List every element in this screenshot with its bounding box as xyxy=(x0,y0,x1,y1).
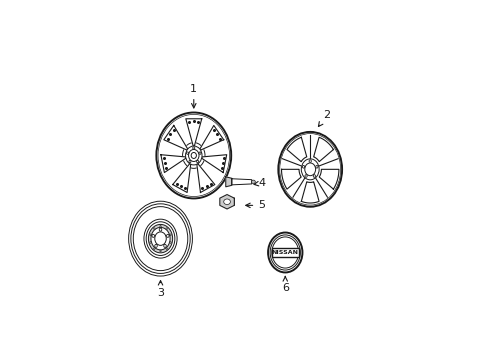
Ellipse shape xyxy=(154,244,157,247)
Ellipse shape xyxy=(199,152,201,154)
Ellipse shape xyxy=(158,114,229,197)
Polygon shape xyxy=(172,164,190,193)
Text: 6: 6 xyxy=(281,276,288,293)
Polygon shape xyxy=(319,169,338,189)
Ellipse shape xyxy=(267,233,302,273)
Ellipse shape xyxy=(128,201,192,276)
Polygon shape xyxy=(281,169,301,189)
Ellipse shape xyxy=(160,225,161,227)
Ellipse shape xyxy=(308,160,311,162)
Ellipse shape xyxy=(302,166,304,168)
Ellipse shape xyxy=(156,112,231,198)
Ellipse shape xyxy=(185,146,202,165)
Ellipse shape xyxy=(149,242,151,243)
Ellipse shape xyxy=(224,199,230,204)
Ellipse shape xyxy=(191,152,196,158)
Ellipse shape xyxy=(155,232,166,246)
Ellipse shape xyxy=(279,134,340,205)
Ellipse shape xyxy=(131,204,190,274)
Polygon shape xyxy=(231,179,251,185)
Ellipse shape xyxy=(196,160,198,163)
Polygon shape xyxy=(163,125,187,150)
Polygon shape xyxy=(161,155,185,172)
Ellipse shape xyxy=(315,166,317,168)
Ellipse shape xyxy=(169,234,171,236)
Ellipse shape xyxy=(166,234,169,237)
Ellipse shape xyxy=(152,234,154,237)
Ellipse shape xyxy=(278,132,342,207)
Ellipse shape xyxy=(159,228,162,231)
Polygon shape xyxy=(286,137,306,162)
Polygon shape xyxy=(185,119,202,146)
Polygon shape xyxy=(201,155,226,172)
Ellipse shape xyxy=(169,242,171,243)
Ellipse shape xyxy=(188,149,199,162)
Ellipse shape xyxy=(149,234,151,236)
Ellipse shape xyxy=(133,207,187,271)
Text: 5: 5 xyxy=(245,201,264,210)
Polygon shape xyxy=(197,164,214,193)
Ellipse shape xyxy=(313,175,315,177)
Ellipse shape xyxy=(160,250,161,252)
Text: 4: 4 xyxy=(254,178,264,188)
Ellipse shape xyxy=(146,222,175,256)
Polygon shape xyxy=(200,125,224,150)
Ellipse shape xyxy=(165,248,167,249)
Ellipse shape xyxy=(153,228,155,229)
Ellipse shape xyxy=(305,175,306,177)
Ellipse shape xyxy=(148,224,172,253)
Polygon shape xyxy=(225,177,231,187)
Text: 2: 2 xyxy=(318,110,330,126)
Ellipse shape xyxy=(304,163,315,176)
Polygon shape xyxy=(220,194,234,209)
Polygon shape xyxy=(313,137,333,162)
Polygon shape xyxy=(301,182,319,203)
Ellipse shape xyxy=(165,228,167,229)
Ellipse shape xyxy=(151,228,170,250)
Ellipse shape xyxy=(153,248,155,249)
Ellipse shape xyxy=(163,244,166,247)
Text: NISSAN: NISSAN xyxy=(271,250,298,255)
Ellipse shape xyxy=(271,237,298,268)
Ellipse shape xyxy=(186,152,188,154)
Ellipse shape xyxy=(182,143,204,168)
Ellipse shape xyxy=(301,159,319,180)
Ellipse shape xyxy=(192,147,194,149)
Ellipse shape xyxy=(251,180,255,184)
Ellipse shape xyxy=(143,219,177,258)
Text: 3: 3 xyxy=(157,281,163,298)
Ellipse shape xyxy=(188,160,191,163)
Ellipse shape xyxy=(269,235,300,270)
Text: 1: 1 xyxy=(190,84,197,108)
FancyBboxPatch shape xyxy=(271,248,298,257)
